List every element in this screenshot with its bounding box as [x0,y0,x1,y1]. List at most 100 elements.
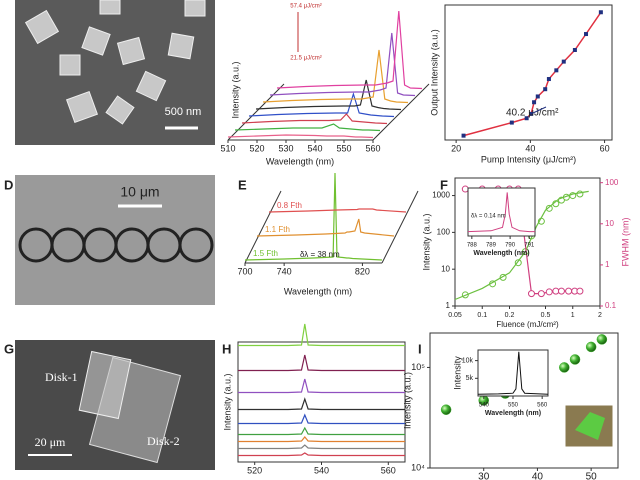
x-axis-label: Wavelength (nm) [473,250,529,257]
scale-bar-label: 20 μm [35,435,66,449]
spectrum [256,218,395,237]
axis-line [381,190,419,264]
plot-frame [429,332,619,469]
x-tick-label: 0.2 [505,312,515,319]
x-tick-label: 40 [532,472,544,480]
spectrum [244,172,383,261]
x-axis-label: Wavelength (nm) [284,286,352,296]
y-tick-label: 1 [446,301,451,310]
panel-label: I [418,341,422,356]
x-tick-label: 0.5 [541,312,551,319]
y-tick-label: 10 [605,219,614,228]
y-tick-label: 10k [462,357,474,364]
scale-bar-label: 10 μm [120,184,159,200]
x-tick-label: 50 [586,472,598,480]
data-point [554,68,559,73]
spectrum [241,113,388,125]
axis-line [372,83,430,141]
spectrum [238,444,405,450]
x-axis-label: Pump Intensity (μJ/cm²) [481,154,576,164]
data-point [596,334,608,345]
x-tick-label: 520 [249,143,264,153]
x-tick-label: 700 [237,266,252,276]
y-axis-label: Intensity (a.u.) [230,61,240,118]
y-tick-label: 1000 [432,191,450,200]
x-tick-label: 1 [571,312,575,319]
x-tick-label: 789 [486,243,497,249]
y-tick-label: 100 [437,227,451,236]
spectrum [238,378,405,394]
spectrum [276,10,423,90]
legend-label: 0.8 Fth [277,201,302,210]
y-tick-label: 0.1 [605,301,617,310]
disk-label: Disk-1 [45,370,78,384]
plot-frame [477,349,549,397]
y-axis-label: Intensity (a.u.) [402,372,412,429]
y-tick-label: 5k [466,375,474,382]
spectrum [477,351,549,395]
spectrum [238,413,405,425]
spectrum [467,192,535,233]
x-tick-label: 560 [381,465,396,475]
data-point [561,59,566,64]
data-point [576,287,584,295]
data-point [552,287,560,295]
x-tick-label: 60 [600,143,610,153]
data-point [598,10,603,15]
panel-label: E [238,177,247,192]
data-point [565,287,573,295]
data-point [584,32,589,37]
data-point [569,354,581,365]
y-axis-label: Intensity (a.u.) [222,373,232,430]
data-point [514,259,522,267]
plot-frame [467,187,536,237]
plot-frame [454,177,601,307]
spectrum [238,452,405,457]
y-axis-label: FWHM (nm) [620,218,630,267]
x-tick-label: 520 [247,465,262,475]
x-tick-label: 40 [525,143,535,153]
x-tick-label: 550 [508,403,519,409]
spectrum [227,134,374,139]
annotation: 57.4 μJ/cm² [290,4,321,10]
spectrum [262,49,409,104]
panel-label: F [440,177,448,192]
data-point [440,404,452,415]
y-tick-label: 100 [605,178,619,187]
data-point [545,204,553,212]
x-tick-label: 560 [365,143,380,153]
spectrum [238,323,405,347]
annotation-arrow [530,106,547,115]
x-tick-label: 820 [355,266,370,276]
spectrum [248,91,395,118]
x-tick-label: 2 [598,312,602,319]
y-tick-label: 10 [441,264,450,273]
x-tick-label: 791 [524,243,535,249]
spectrum [238,354,405,372]
data-point [532,100,537,105]
x-tick-label: 20 [451,143,461,153]
x-axis-label: Wavelength (nm) [266,156,334,166]
annotation: 21.5 μJ/cm² [290,56,321,62]
spectrum [238,426,405,436]
x-tick-label: 530 [278,143,293,153]
x-tick-label: 740 [277,266,292,276]
data-point [524,116,529,121]
sem-image-d: D 10 μm [4,175,215,305]
x-tick-label: 788 [467,243,478,249]
x-tick-label: 790 [505,243,516,249]
data-point [546,77,551,82]
axis-line [244,190,282,264]
legend-label: 1.5 Fth [253,249,278,258]
panel-label: G [4,341,14,356]
y-axis-label: Intensity [452,356,462,390]
data-point [537,290,545,298]
x-tick-label: 0.05 [448,312,462,319]
data-point [585,341,597,353]
x-tick-label: 560 [537,403,548,409]
data-point [543,87,548,92]
legend-label: 1.1 Fth [265,225,290,234]
data-point [535,94,540,99]
